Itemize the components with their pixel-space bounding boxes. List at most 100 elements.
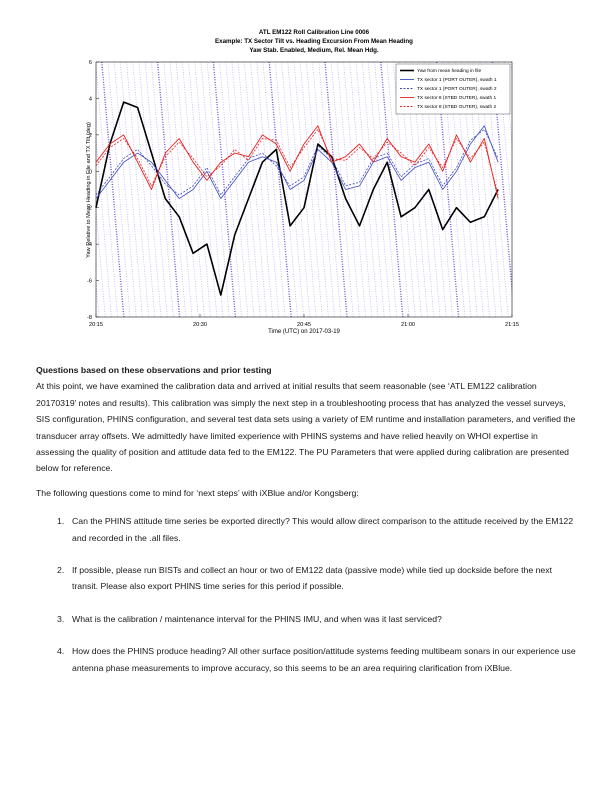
chart-legend: Yaw from mean heading in file TX sector 1… bbox=[395, 63, 511, 115]
swath-point-band bbox=[126, 62, 149, 317]
swath-point-band bbox=[96, 205, 106, 317]
swath-point-band bbox=[374, 62, 397, 317]
swath-point-band bbox=[237, 62, 261, 317]
y-tick-label: -8 bbox=[87, 315, 92, 321]
swath-point-band bbox=[324, 62, 348, 317]
swath-point-band bbox=[58, 62, 80, 317]
chart-subtitle-2: Yaw Stab. Enabled, Medium, Rel. Mean Hdg… bbox=[249, 47, 379, 54]
document-body: Questions based on these observations an… bbox=[36, 362, 576, 692]
y-tick-label: -4 bbox=[87, 242, 92, 248]
swath-point-band bbox=[510, 62, 512, 79]
question-text: Can the PHINS attitude time series be ex… bbox=[72, 516, 574, 543]
swath-point-band bbox=[212, 62, 237, 317]
question-number: 3. bbox=[57, 613, 65, 624]
x-tick-label: 21:00 bbox=[401, 322, 415, 328]
legend-label: TX sector 8 (STBD OUTER), swath 1 bbox=[417, 95, 496, 101]
series-layer bbox=[95, 101, 499, 296]
series-line bbox=[95, 125, 499, 200]
swath-point-band bbox=[96, 62, 118, 317]
swath-point-band bbox=[113, 62, 137, 317]
legend-label: TX sector 8 (STBD OUTER), swath 2 bbox=[417, 104, 496, 110]
swath-point-band bbox=[219, 62, 242, 317]
swath-point-band bbox=[256, 62, 280, 317]
y-tick-label: 4 bbox=[89, 96, 92, 102]
legend-label: TX sector 1 (PORT OUTER), swath 1 bbox=[417, 77, 497, 83]
questions-intro: The following questions come to mind for… bbox=[36, 487, 359, 498]
legend-label: TX sector 1 (PORT OUTER), swath 2 bbox=[417, 86, 497, 92]
swath-point-band bbox=[107, 62, 131, 317]
question-text: How does the PHINS produce heading? All … bbox=[72, 646, 576, 673]
swath-point-band bbox=[65, 62, 87, 317]
swath-point-band bbox=[169, 62, 193, 317]
question-item: 1. Can the PHINS attitude time series be… bbox=[57, 513, 576, 546]
swath-point-band bbox=[250, 62, 273, 317]
swath-point-band bbox=[306, 62, 329, 317]
x-tick-label: 21:15 bbox=[505, 322, 519, 328]
swath-point-band bbox=[523, 62, 545, 317]
y-tick-label: 0 bbox=[89, 169, 92, 175]
swath-point-band bbox=[343, 62, 366, 317]
swath-point-band bbox=[293, 62, 317, 317]
swath-point-band bbox=[52, 62, 74, 317]
legend-label: Yaw from mean heading in file bbox=[417, 68, 482, 74]
swath-point-band bbox=[206, 62, 230, 317]
series-line bbox=[95, 125, 499, 199]
question-item: 2. If possible, please run BISTs and col… bbox=[57, 562, 576, 595]
series-line bbox=[95, 101, 499, 296]
swath-point-band bbox=[530, 62, 552, 317]
swath-point-band bbox=[188, 62, 211, 317]
x-tick-label: 20:45 bbox=[297, 322, 311, 328]
y-axis-label: Yaw Relative to Mean Heading in File and… bbox=[86, 122, 92, 258]
swath-point-band bbox=[312, 62, 335, 317]
swath-point-band bbox=[138, 62, 162, 317]
x-tick-label: 20:15 bbox=[89, 322, 103, 328]
calibration-figure: -8 -6 -4 -2 0 2 4 6 20:15 20:30 20:45 21:00 21:15 AT… bbox=[0, 0, 612, 340]
swath-point-band bbox=[120, 62, 143, 317]
swath-point-band bbox=[194, 62, 218, 317]
swath-point-band bbox=[355, 62, 379, 317]
series-line bbox=[95, 128, 499, 196]
swath-point-band bbox=[517, 62, 539, 317]
swath-point-band bbox=[244, 62, 267, 317]
question-item: 4. How does the PHINS produce heading? A… bbox=[57, 643, 576, 676]
question-number: 4. bbox=[57, 646, 65, 657]
swath-point-band bbox=[386, 62, 410, 317]
x-axis-label: Time (UTC) on 2017-03-19 bbox=[268, 329, 340, 335]
swath-point-band bbox=[318, 62, 342, 317]
legend-box bbox=[395, 63, 511, 115]
swath-point-band bbox=[132, 62, 156, 317]
swath-point-band bbox=[144, 62, 168, 317]
swath-point-band bbox=[380, 62, 404, 317]
question-item: 3. What is the calibration / maintenance… bbox=[57, 611, 576, 627]
question-number: 1. bbox=[57, 516, 65, 527]
swath-point-band bbox=[287, 62, 311, 317]
questions-list: 1. Can the PHINS attitude time series be… bbox=[36, 513, 576, 676]
swath-point-band bbox=[268, 62, 292, 317]
swath-point-band bbox=[275, 62, 298, 317]
y-tick-label: -2 bbox=[87, 206, 92, 212]
swath-point-band bbox=[231, 62, 255, 317]
y-tick-label: -6 bbox=[87, 279, 92, 285]
intro-paragraph: At this point, we have examined the cali… bbox=[36, 381, 576, 474]
swath-point-band bbox=[337, 62, 360, 317]
axis-layer: -8 -6 -4 -2 0 2 4 6 20:15 20:30 20:45 21:00 21:15 bbox=[87, 60, 519, 328]
y-tick-label: 6 bbox=[89, 60, 92, 66]
swath-point-band bbox=[163, 62, 187, 317]
series-line bbox=[95, 128, 499, 196]
swath-point-band bbox=[299, 62, 323, 317]
swath-point-band bbox=[200, 62, 224, 317]
x-tick-label: 20:30 bbox=[193, 322, 207, 328]
question-text: What is the calibration / maintenance in… bbox=[72, 613, 442, 624]
swath-point-band bbox=[101, 62, 125, 317]
swath-point-band bbox=[262, 62, 286, 317]
y-tick-label: 2 bbox=[89, 133, 92, 139]
swath-point-band bbox=[46, 62, 68, 317]
swath-point-band bbox=[156, 62, 181, 317]
swath-point-band bbox=[349, 62, 373, 317]
chart-subtitle: Example: TX Sector Tilt vs. Heading Excu… bbox=[215, 38, 413, 45]
question-number: 2. bbox=[57, 565, 65, 576]
swath-point-band bbox=[225, 62, 249, 317]
swath-point-band bbox=[368, 62, 391, 317]
section-heading: Questions based on these observations an… bbox=[36, 365, 272, 375]
chart-title: ATL EM122 Roll Calibration Line 0006 bbox=[259, 29, 370, 36]
